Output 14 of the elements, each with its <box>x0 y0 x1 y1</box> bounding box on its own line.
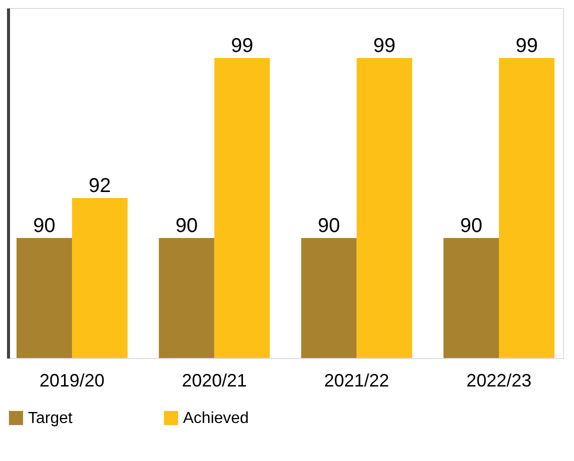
data-label: 90 <box>460 215 482 237</box>
legend-label: Target <box>28 410 74 427</box>
data-label: 99 <box>516 35 538 57</box>
data-label: 90 <box>175 215 198 237</box>
x-tick-label: 2019/20 <box>40 370 105 390</box>
x-tick-label: 2020/21 <box>182 370 247 390</box>
data-label: 90 <box>33 215 56 237</box>
data-label: 90 <box>318 215 340 237</box>
data-label: 92 <box>88 175 111 197</box>
x-tick-label: 2021/22 <box>324 370 390 390</box>
legend-label: Achieved <box>183 410 249 427</box>
data-label: 99 <box>230 35 254 57</box>
data-label: 99 <box>373 35 396 57</box>
x-tick-label: 2022/23 <box>466 370 532 390</box>
